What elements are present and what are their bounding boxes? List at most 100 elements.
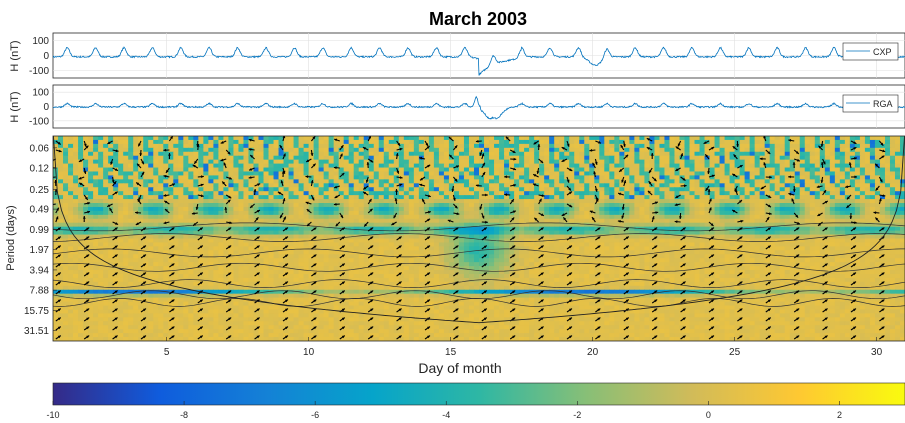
heatmap-cell [644,163,650,169]
heatmap-cell [859,199,866,204]
heatmap-cell [238,242,245,247]
heatmap-cell [689,143,696,149]
heatmap-cell [719,139,726,145]
heatmap-cell [819,147,826,153]
heatmap-cell [53,195,59,200]
heatmap-cell [494,151,500,157]
heatmap-cell [879,143,886,149]
heatmap-cell [629,242,635,247]
heatmap-cell [293,139,300,145]
heatmap-cell [218,230,224,236]
heatmap-cell [824,155,831,161]
heatmap-cell [874,206,881,212]
heatmap-cell [283,179,290,184]
heatmap-cell [88,222,94,228]
heatmap-cell [218,171,224,177]
heatmap-cell [669,179,676,184]
heatmap-cell [343,214,350,220]
heatmap-cell [413,171,420,177]
heatmap-cell [88,226,94,232]
heatmap-cell [348,159,355,165]
heatmap-cell [168,218,174,224]
heatmap-cell [273,183,280,188]
heatmap-cell [258,163,265,169]
heatmap-cell [373,183,380,188]
heatmap-cell [178,136,184,141]
heatmap-cell [63,151,69,157]
heatmap-cell [524,159,530,165]
heatmap-cell [659,199,666,204]
heatmap-cell [213,155,219,161]
heatmap-cell [213,147,219,153]
heatmap-cell [839,222,846,228]
heatmap-cell [714,246,721,251]
heatmap-cell [739,242,746,247]
heatmap-cell [529,195,535,200]
heatmap-cell [809,222,816,228]
heatmap-cell [448,143,455,149]
heatmap-cell [213,187,219,192]
heatmap-cell [458,187,465,192]
heatmap-cell [839,167,846,173]
heatmap-cell [519,136,525,141]
heatmap-cell [654,147,661,153]
heatmap-cell [458,151,465,157]
heatmap-cell [138,179,144,184]
heatmap-cell [554,222,560,228]
heatmap-cell [373,187,380,192]
heatmap-cell [98,203,104,208]
heatmap-cell [423,187,430,192]
heatmap-cell [639,139,645,145]
heatmap-cell [584,187,590,192]
heatmap-cell [298,210,305,216]
heatmap-cell [654,242,661,247]
heatmap-cell [609,163,615,169]
heatmap-cell [869,147,876,153]
heatmap-cell [479,139,485,145]
heatmap-cell [253,210,260,216]
heatmap-cell [834,210,841,216]
heatmap-cell [634,226,640,232]
heatmap-cell [669,246,676,251]
heatmap-cell [363,151,370,157]
heatmap-cell [639,234,645,240]
heatmap-cell [428,175,435,180]
heatmap-cell [619,171,625,177]
heatmap-cell [148,203,154,208]
heatmap-cell [433,199,440,204]
heatmap-cell [378,159,385,165]
heatmap-cell [253,167,260,173]
heatmap-cell [153,159,159,165]
heatmap-cell [759,171,766,177]
heatmap-cell [874,238,881,244]
heatmap-cell [599,206,605,212]
heatmap-cell [138,136,144,141]
heatmap-cell [438,183,445,188]
heatmap-cell [383,171,390,177]
heatmap-cell [849,163,856,169]
heatmap-cell [323,226,330,232]
heatmap-cell [759,226,766,232]
heatmap-cell [519,147,525,153]
heatmap-cell [298,136,305,141]
heatmap-cell [589,191,595,196]
heatmap-cell [253,234,260,240]
heatmap-cell [849,155,856,161]
heatmap-cell [889,183,896,188]
heatmap-cell [178,191,184,196]
heatmap-cell [499,226,505,232]
heatmap-cell [153,191,159,196]
heatmap-cell [704,167,711,173]
heatmap-cell [784,171,791,177]
heatmap-cell [313,218,320,224]
heatmap-cell [534,191,540,196]
heatmap-cell [373,199,380,204]
heatmap-cell [799,139,806,145]
heatmap-cell [859,222,866,228]
heatmap-cell [408,191,415,196]
heatmap-cell [669,191,676,196]
heatmap-cell [794,242,801,247]
heatmap-cell [393,159,400,165]
heatmap-cell [839,230,846,236]
heatmap-cell [433,230,440,236]
